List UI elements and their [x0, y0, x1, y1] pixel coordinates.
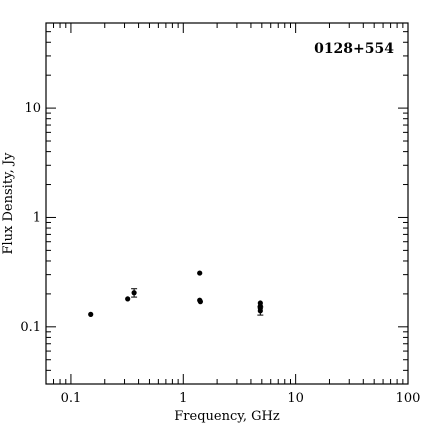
x-tick-label: 0.1	[61, 391, 82, 406]
data-point	[131, 290, 137, 296]
y-tick-label: 0.1	[20, 320, 41, 335]
source-name-title: 0128+554	[314, 41, 394, 57]
plot-frame	[45, 22, 409, 385]
data-point	[125, 296, 131, 302]
data-points	[88, 270, 264, 317]
x-tick-label: 10	[287, 391, 304, 406]
y-tick-label: 10	[24, 101, 41, 116]
data-point	[197, 299, 203, 305]
x-tick-label: 1	[179, 391, 187, 406]
x-axis-label: Frequency, GHz	[174, 409, 280, 424]
axis-tick-labels: 0.1 1 10 100 0.1 1 10	[20, 101, 420, 406]
y-tick-label: 1	[33, 210, 41, 225]
data-point	[88, 311, 94, 317]
data-point	[197, 270, 203, 276]
y-axis-label: Flux Density, Jy	[1, 152, 16, 255]
data-point	[257, 308, 263, 314]
axis-ticks	[45, 22, 409, 385]
x-tick-label: 100	[396, 391, 421, 406]
